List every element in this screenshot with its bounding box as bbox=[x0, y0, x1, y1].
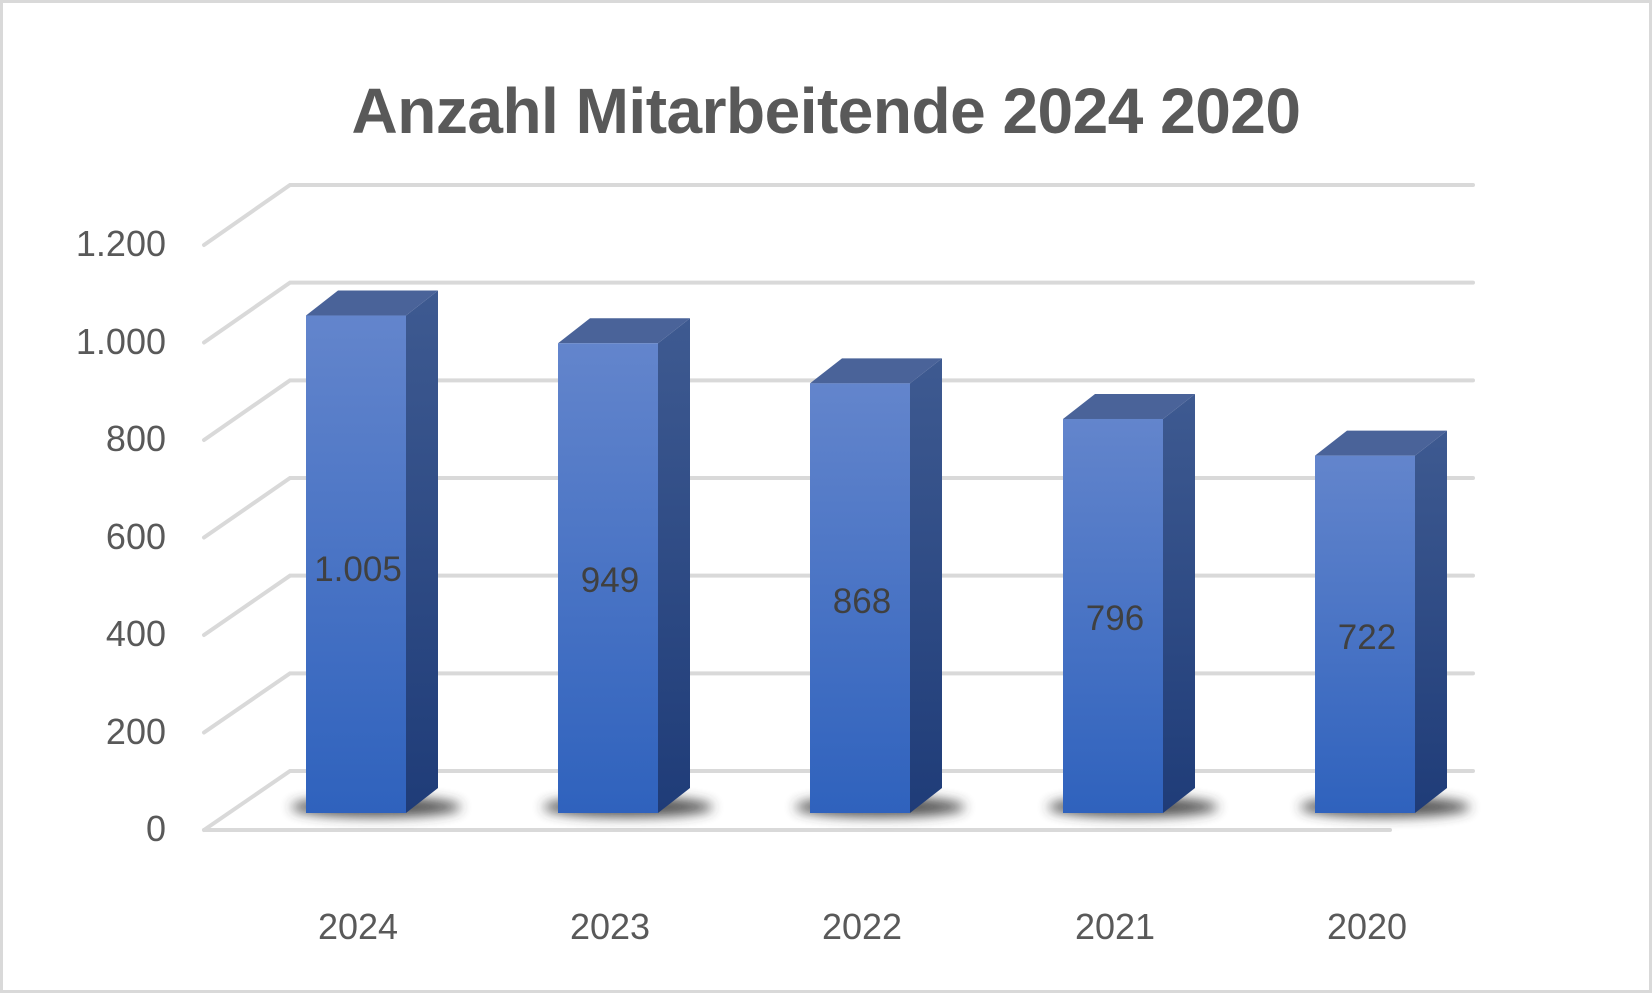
x-tick-label: 2023 bbox=[569, 906, 651, 947]
y-tick-label: 0 bbox=[145, 808, 166, 849]
bar-2023 bbox=[543, 318, 713, 817]
data-label: 868 bbox=[832, 582, 892, 621]
y-tick-label: 800 bbox=[105, 418, 166, 459]
data-label: 1.005 bbox=[314, 550, 402, 589]
x-tick-label: 2020 bbox=[1326, 906, 1408, 947]
x-tick-label: 2022 bbox=[821, 906, 903, 947]
gridline bbox=[202, 183, 1475, 247]
bar-2022 bbox=[795, 358, 965, 817]
y-tick-label: 1.200 bbox=[75, 223, 166, 264]
gridline bbox=[202, 378, 1475, 442]
data-label: 796 bbox=[1085, 599, 1145, 638]
data-label: 722 bbox=[1337, 618, 1397, 657]
x-tick-label: 2024 bbox=[317, 906, 399, 947]
gridline bbox=[202, 280, 1475, 345]
bar-2020 bbox=[1300, 430, 1470, 817]
y-tick-label: 200 bbox=[105, 710, 166, 752]
y-tick-label: 400 bbox=[105, 613, 166, 654]
data-label: 949 bbox=[580, 561, 640, 600]
y-tick-label: 1.000 bbox=[75, 320, 166, 362]
y-tick-label: 600 bbox=[105, 515, 166, 557]
bar-series bbox=[291, 290, 1470, 817]
bar-2024 bbox=[291, 290, 461, 817]
chart-title: Anzahl Mitarbeitende 2024 2020 bbox=[351, 75, 1301, 147]
x-tick-label: 2021 bbox=[1074, 906, 1156, 947]
bar-2021 bbox=[1048, 393, 1218, 817]
